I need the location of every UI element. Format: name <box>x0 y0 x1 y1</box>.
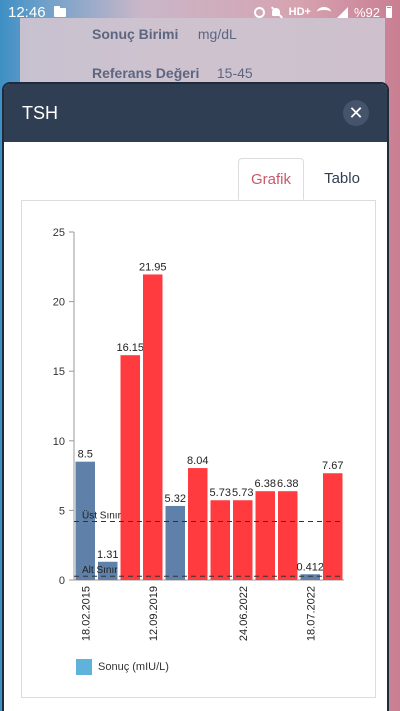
result-unit-label: Sonuç Birimi <box>92 26 179 42</box>
y-tick-label: 25 <box>53 227 65 239</box>
result-unit-row: Sonuç Birimi mg/dL <box>92 26 237 42</box>
battery-percent: %92 <box>353 4 380 20</box>
x-tick-label: 12.09.2019 <box>148 586 160 641</box>
status-icons: HD+ %92 <box>253 4 392 20</box>
bar-value-label: 6.38 <box>255 478 276 490</box>
y-tick-label: 10 <box>53 436 65 448</box>
bar <box>233 500 253 580</box>
bar-value-label: 6.38 <box>277 478 298 490</box>
folder-icon <box>53 5 66 17</box>
bar-value-label: 5.73 <box>232 487 253 499</box>
bar <box>165 505 185 580</box>
bar-value-label: 16.15 <box>116 342 144 354</box>
x-tick-label: 18.02.2015 <box>80 586 92 641</box>
bar-value-label: 21.95 <box>139 261 167 273</box>
bar <box>300 574 320 580</box>
bar-value-label: 8.5 <box>78 449 93 461</box>
legend-label: Sonuç (mIU/L) <box>98 661 169 673</box>
battery-icon <box>386 6 392 18</box>
bar <box>98 561 118 580</box>
bar-value-label: 5.73 <box>210 487 231 499</box>
bar <box>75 461 95 580</box>
bar-value-label: 1.31 <box>97 549 118 561</box>
reference-line-label: Üst Sınır <box>82 510 122 522</box>
modal-header: TSH ✕ <box>4 84 387 142</box>
y-tick-label: 20 <box>53 297 65 309</box>
modal-title: TSH <box>22 102 58 123</box>
bar-value-label: 7.67 <box>322 460 343 472</box>
y-tick-label: 5 <box>59 505 65 517</box>
tab-tablo[interactable]: Tablo <box>324 170 360 187</box>
bar <box>143 274 163 580</box>
reference-line-label: Alt Sınır <box>82 565 118 576</box>
result-unit-value: mg/dL <box>197 26 237 42</box>
x-tick-label: 24.06.2022 <box>238 586 250 641</box>
bar <box>323 473 343 580</box>
close-button[interactable]: ✕ <box>343 100 369 126</box>
bar <box>120 355 140 580</box>
bar-value-label: 5.32 <box>165 493 186 505</box>
tsh-bar-chart: 0 5 10 15 20 25 8.5 1.31 16.15 21.95 5.32 8.04 5.73 5… <box>53 227 344 641</box>
status-time: 12:46 <box>8 3 46 21</box>
x-tick-label: 18.07.2022 <box>305 586 317 641</box>
bar <box>188 468 208 580</box>
status-bar: 12:46 HD+ %92 <box>0 0 400 24</box>
legend-swatch <box>76 659 92 675</box>
wifi-icon <box>316 7 331 17</box>
bar <box>278 491 298 580</box>
reference-value-label: Referans Değeri <box>92 65 200 81</box>
signal-icon <box>336 6 348 18</box>
chart-legend[interactable]: Sonuç (mIU/L) <box>76 659 169 675</box>
alarm-icon <box>253 6 265 18</box>
y-tick-label: 15 <box>53 366 65 378</box>
tab-grafik[interactable]: Grafik <box>238 158 304 200</box>
chart-panel: 0 5 10 15 20 25 8.5 1.31 16.15 21.95 5.32 8.04 5.73 5… <box>21 200 376 698</box>
reference-value-value: 15-45 <box>216 65 253 81</box>
bar <box>255 491 275 580</box>
tsh-modal: TSH ✕ Grafik Tablo 0 5 10 15 20 25 8.5 1.31 16.1… <box>2 82 389 711</box>
y-tick-label: 0 <box>59 575 65 587</box>
reference-value-row: Referans Değeri 15-45 <box>92 65 253 81</box>
network-label: HD+ <box>288 6 311 18</box>
chart-tabs: Grafik Tablo <box>4 158 387 202</box>
mute-icon <box>271 6 283 18</box>
bar <box>210 500 230 580</box>
bar-value-label: 8.04 <box>187 455 208 467</box>
bar-value-label: 0.412 <box>296 561 324 573</box>
